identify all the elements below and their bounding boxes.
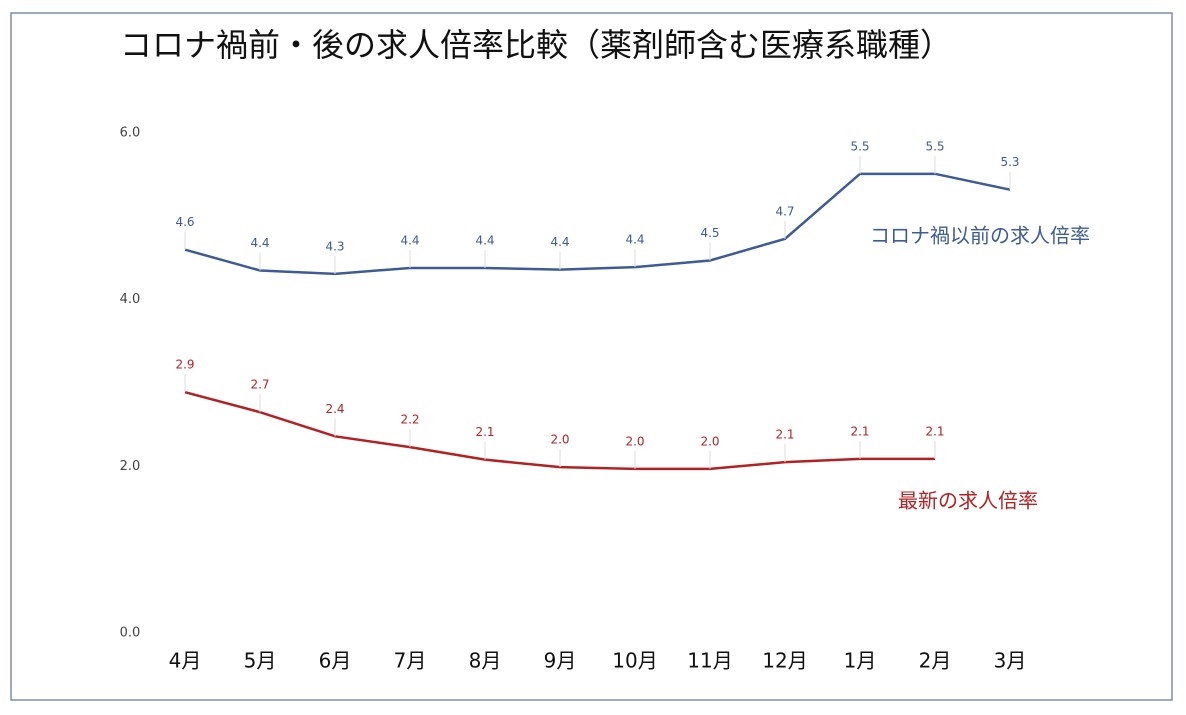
data-label: 2.9 xyxy=(175,358,194,372)
y-tick-label: 2.0 xyxy=(120,459,141,474)
data-label: 2.4 xyxy=(325,402,344,416)
series-line xyxy=(184,390,935,471)
data-label: 2.1 xyxy=(850,424,869,438)
frame xyxy=(10,12,1173,701)
data-label: 2.2 xyxy=(400,413,419,427)
series-label: 最新の求人倍率 xyxy=(898,489,1038,513)
series-label: コロナ禍以前の求人倍率 xyxy=(870,224,1090,248)
data-label: 2.1 xyxy=(775,428,794,442)
data-label: 4.6 xyxy=(175,215,194,229)
x-tick-label: 9月 xyxy=(544,649,577,673)
data-label: 4.4 xyxy=(550,235,569,249)
x-tick-label: 3月 xyxy=(994,649,1027,673)
data-label: 4.7 xyxy=(775,204,794,218)
x-tick-label: 11月 xyxy=(687,649,732,673)
data-label: 2.1 xyxy=(925,424,944,438)
data-label: 4.3 xyxy=(325,239,344,253)
x-tick-label: 4月 xyxy=(169,649,202,673)
data-label: 5.3 xyxy=(1000,155,1019,169)
data-label: 2.0 xyxy=(550,433,569,447)
x-tick-label: 12月 xyxy=(762,649,807,673)
x-tick-label: 5月 xyxy=(244,649,277,673)
data-label: 4.5 xyxy=(700,226,719,240)
x-tick-label: 6月 xyxy=(319,649,352,673)
data-label: 5.5 xyxy=(850,139,869,153)
data-label: 2.1 xyxy=(475,425,494,439)
data-label: 4.4 xyxy=(250,236,269,250)
data-label: 5.5 xyxy=(925,139,944,153)
data-label: 4.4 xyxy=(475,234,494,248)
data-label: 2.7 xyxy=(250,378,269,392)
chart-title: コロナ禍前・後の求人倍率比較（薬剤師含む医療系職種） xyxy=(120,26,952,64)
x-tick-label: 7月 xyxy=(394,649,427,673)
data-label: 2.0 xyxy=(700,434,719,448)
y-tick-label: 0.0 xyxy=(120,626,141,641)
x-tick-label: 1月 xyxy=(844,649,877,673)
x-tick-label: 10月 xyxy=(612,649,657,673)
data-label: 2.0 xyxy=(625,434,644,448)
x-tick-label: 2月 xyxy=(919,649,952,673)
y-tick-label: 4.0 xyxy=(120,292,141,307)
data-label: 4.4 xyxy=(625,233,644,247)
y-tick-label: 6.0 xyxy=(120,126,141,141)
data-label: 4.4 xyxy=(400,234,419,248)
x-tick-label: 8月 xyxy=(469,649,502,673)
series-line xyxy=(184,172,1011,276)
